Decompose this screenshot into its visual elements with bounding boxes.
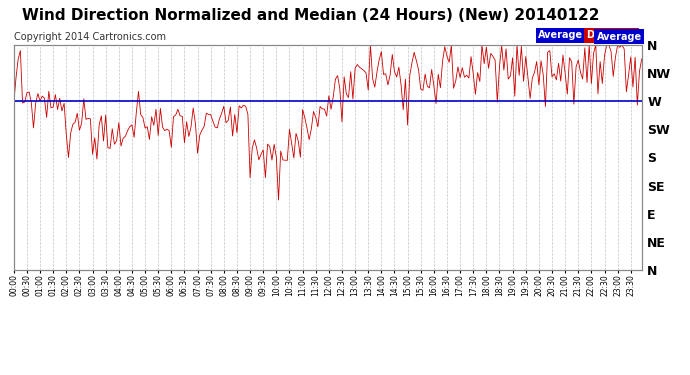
Text: Wind Direction Normalized and Median (24 Hours) (New) 20140122: Wind Direction Normalized and Median (24… [22,8,599,22]
Text: Copyright 2014 Cartronics.com: Copyright 2014 Cartronics.com [14,32,166,42]
Text: Average: Average [597,32,642,42]
Text: Average: Average [538,30,583,40]
Text: Direction: Direction [586,30,637,40]
